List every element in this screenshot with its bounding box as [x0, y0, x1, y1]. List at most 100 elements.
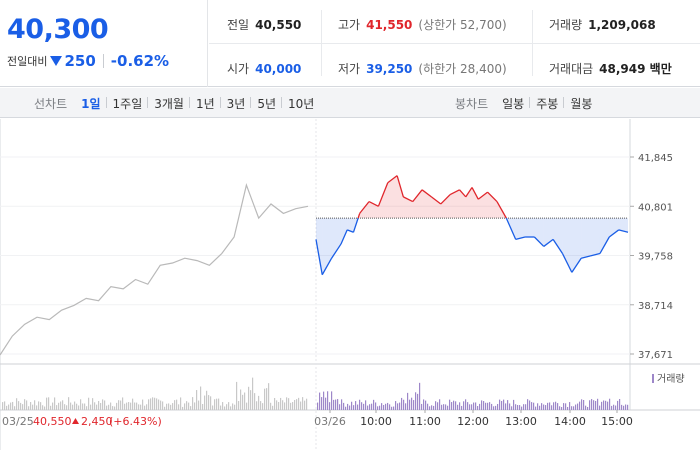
volume-bar-today	[611, 405, 613, 410]
volume-bar-today	[389, 404, 391, 410]
volume-bar-today	[335, 399, 337, 410]
volume-bar-today	[553, 402, 555, 410]
series-line-up	[471, 187, 479, 200]
volume-bar-today	[595, 400, 597, 410]
stat-value: 1,209,068	[588, 18, 656, 32]
volume-bar-today	[509, 403, 511, 410]
tab-1d[interactable]: 1일	[81, 96, 101, 111]
tab-1w[interactable]: 1주일	[105, 95, 149, 112]
x-tick-label: 10:00	[360, 415, 392, 428]
volume-bar-today	[337, 399, 339, 410]
volume-bar-prev	[38, 401, 40, 410]
series-line-down	[340, 229, 348, 245]
volume-bar-today	[613, 404, 615, 410]
x-tick-label: 15:00	[601, 415, 633, 428]
volume-bar-prev	[162, 401, 164, 410]
tab-1y[interactable]: 1년	[188, 95, 221, 112]
volume-bar-today	[377, 406, 379, 410]
volume-bar-today	[621, 404, 623, 410]
volume-bar-prev	[222, 402, 224, 410]
volume-bar-prev	[294, 399, 296, 410]
volume-bar-prev	[14, 406, 16, 410]
volume-bar-today	[351, 401, 353, 410]
volume-bar-today	[445, 404, 447, 410]
prev-date-label: 03/25	[2, 415, 34, 428]
volume-bar-prev	[44, 406, 46, 410]
volume-bar-today	[525, 404, 527, 410]
volume-bar-today	[533, 402, 535, 410]
volume-bar-prev	[258, 395, 260, 410]
volume-bar-today	[547, 402, 549, 410]
volume-bar-today	[517, 405, 519, 410]
area-fill-up	[450, 189, 460, 219]
tab-3y[interactable]: 3년	[219, 95, 252, 112]
volume-bar-prev	[50, 405, 52, 410]
volume-bar-prev	[188, 402, 190, 410]
volume-bar-today	[545, 405, 547, 410]
volume-bar-today	[345, 406, 347, 410]
volume-bar-today	[403, 399, 405, 410]
volume-bar-prev	[198, 400, 200, 410]
y-axis-ticks: 41,845 40,801 39,758 38,714 37,671	[630, 153, 673, 361]
area-fill-up	[387, 175, 398, 219]
change-label: 전일대비	[7, 55, 48, 68]
volume-bar-today	[413, 400, 415, 410]
volume-bar-today	[385, 403, 387, 410]
series-line-prev	[0, 183, 309, 356]
area-fill-down	[316, 218, 323, 275]
area-fill-down	[599, 218, 610, 254]
price-chart[interactable]: 41,845 40,801 39,758 38,714 37,671 거래량 03/26…	[0, 119, 700, 450]
area-fill-up	[359, 201, 370, 219]
area-fill-down	[515, 218, 526, 240]
volume-bar-today	[577, 403, 579, 410]
tab-daily[interactable]: 일봉	[502, 96, 525, 111]
volume-bar-today	[535, 406, 537, 410]
volume-bar-prev	[66, 405, 68, 410]
volume-bar-today	[353, 405, 355, 410]
tab-monthly[interactable]: 월봉	[563, 95, 598, 112]
price-chart-svg: 41,845 40,801 39,758 38,714 37,671 거래량 03/26…	[0, 119, 700, 450]
volume-bar-today	[557, 403, 559, 410]
volume-bar-prev	[284, 402, 286, 410]
volume-bar-prev	[302, 397, 304, 410]
tab-10y[interactable]: 10년	[281, 95, 320, 112]
volume-bar-today	[395, 401, 397, 410]
volume-bar-today	[505, 403, 507, 410]
volume-bar-today	[431, 405, 433, 410]
volume-bar-prev	[136, 402, 138, 410]
volume-bar-today	[325, 397, 327, 410]
stat-high: 고가 41,550 (상한가 52,700)	[338, 16, 507, 33]
volume-bar-today	[453, 400, 455, 410]
volume-bar-prev	[86, 406, 88, 410]
volume-bar-today	[439, 399, 441, 410]
stat-label: 저가	[338, 62, 361, 76]
tab-3m[interactable]: 3개월	[147, 95, 190, 112]
volume-bar-prev	[292, 402, 294, 410]
tab-weekly[interactable]: 주봉	[529, 95, 564, 112]
candle-chart-tabs: 봉차트 일봉 주봉 월봉	[455, 88, 598, 118]
volume-bar-today	[601, 401, 603, 410]
volume-bar-prev	[300, 401, 302, 410]
volume-bar-today	[435, 401, 437, 410]
volume-bar-prev	[76, 403, 78, 410]
volume-bar-today	[357, 404, 359, 410]
volume-bar-today	[425, 400, 427, 410]
volume-bar-prev	[48, 397, 50, 410]
volume-bar-prev	[166, 403, 168, 410]
volume-bar-today	[375, 402, 377, 410]
area-fill-down	[347, 218, 354, 233]
series-line-up	[465, 187, 473, 198]
volume-bar-today	[381, 403, 383, 410]
down-arrow-icon	[50, 56, 63, 66]
volume-bar-today	[383, 404, 385, 410]
volume-bar-prev	[54, 397, 56, 410]
volume-bar-today	[575, 404, 577, 410]
volume-bar-today	[489, 402, 491, 410]
volume-bar-prev	[118, 400, 120, 410]
volume-bar-prev	[288, 398, 290, 410]
volume-bar-today	[537, 403, 539, 410]
volume-bar-today	[387, 402, 389, 410]
volume-bar-prev	[210, 396, 212, 410]
tab-5y[interactable]: 5년	[250, 95, 282, 112]
stat-label: 거래량	[549, 18, 583, 32]
